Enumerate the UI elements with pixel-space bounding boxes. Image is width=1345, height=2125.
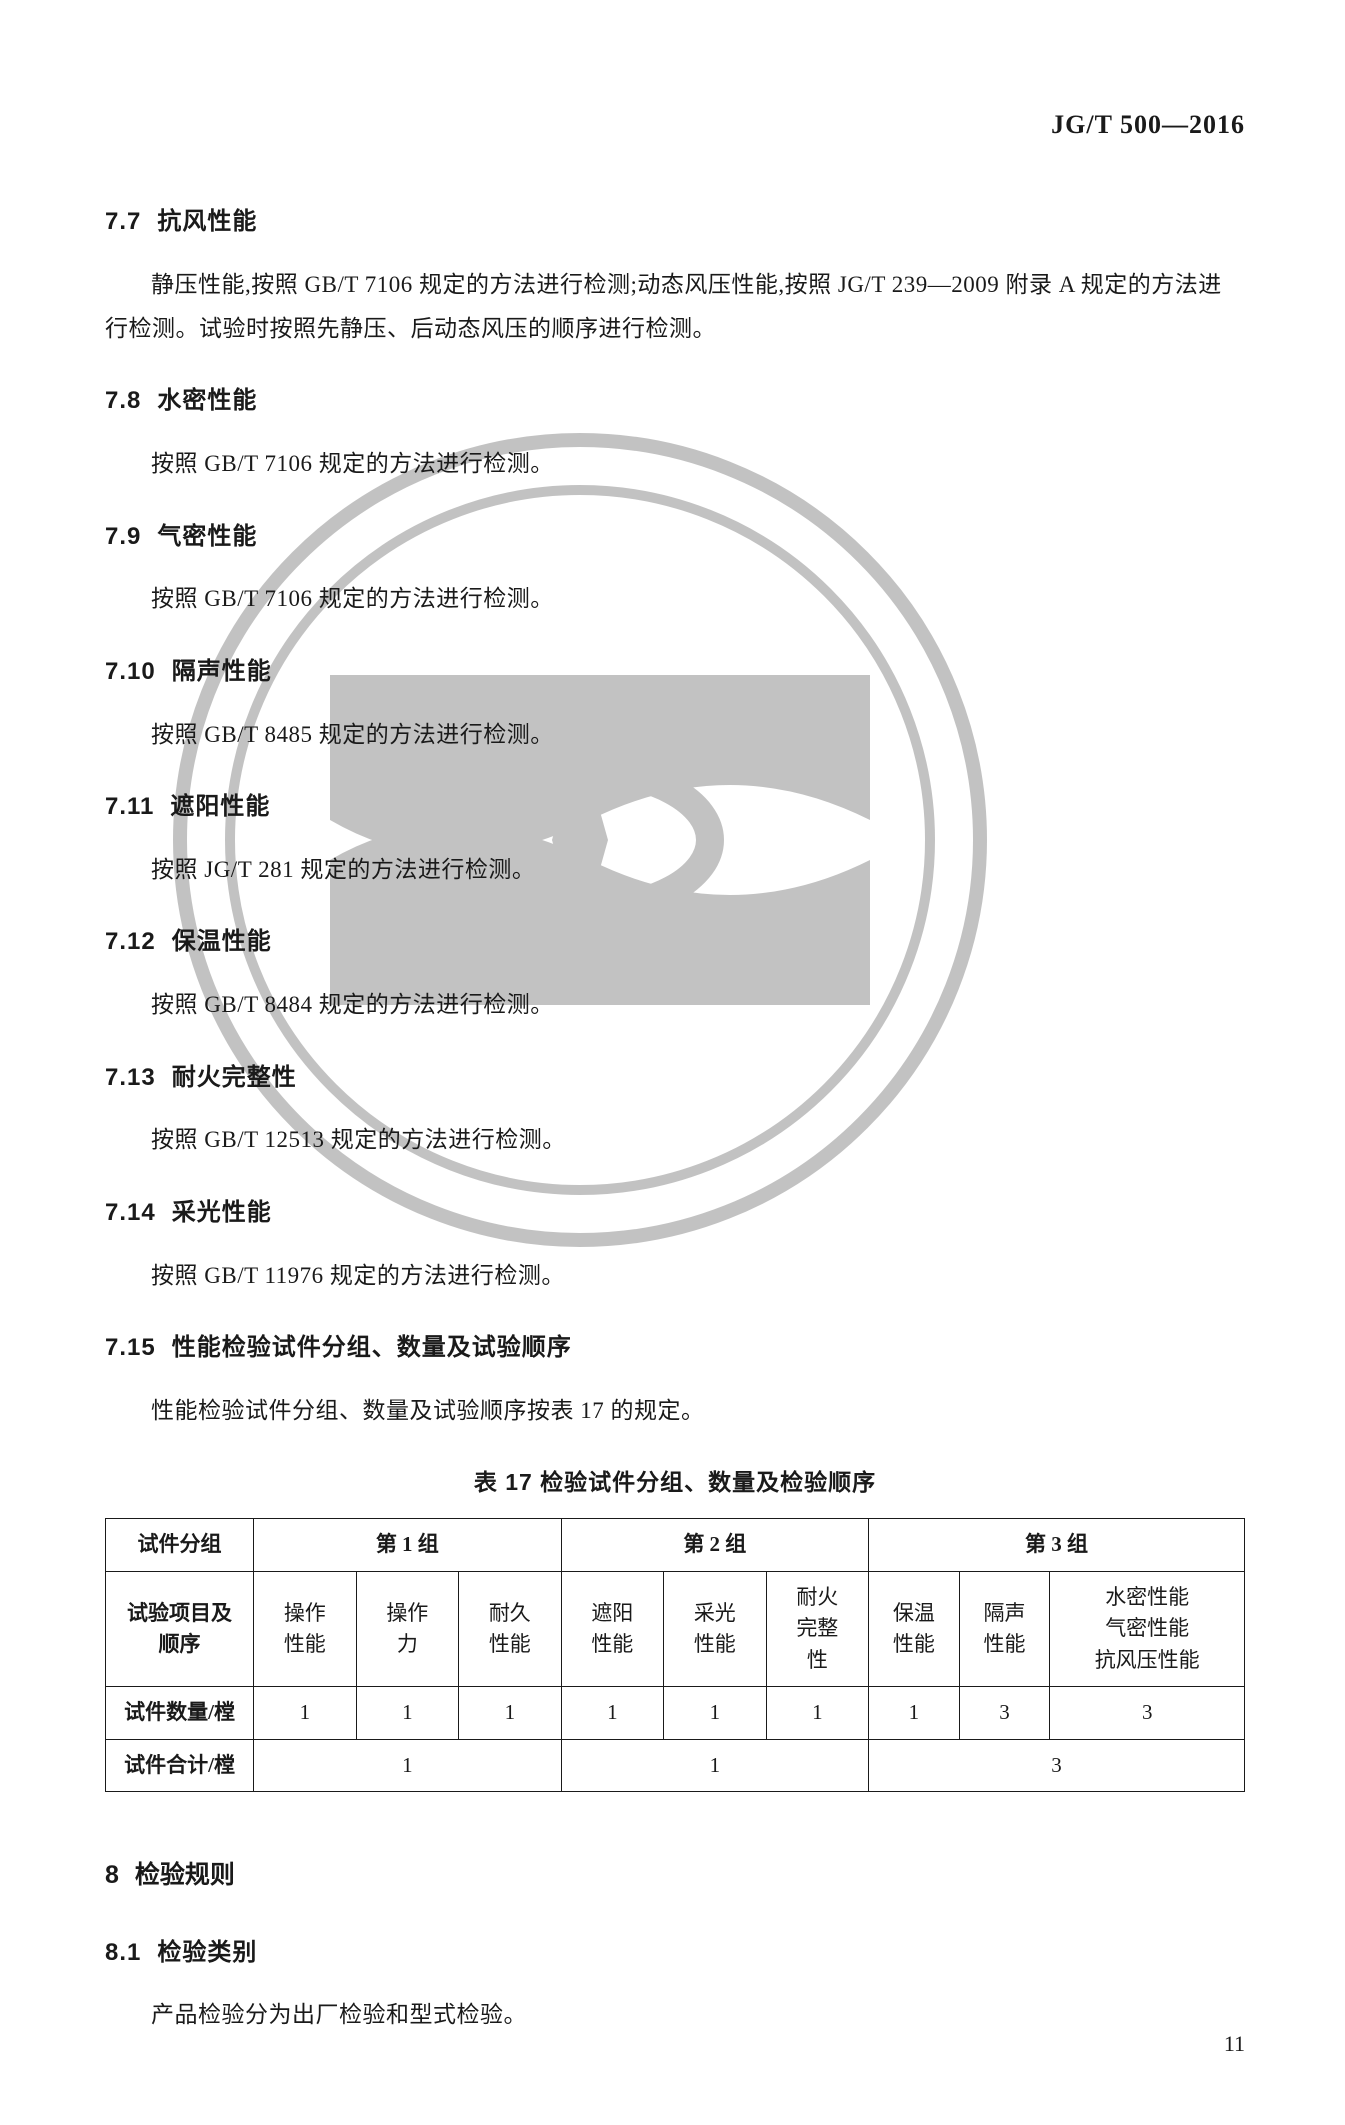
table-row: 试件数量/樘 1 1 1 1 1 1 1 3 3	[106, 1687, 1245, 1740]
section-title: 遮阳性能	[170, 793, 270, 820]
section-number: 7.12	[105, 919, 156, 965]
section-title: 隔声性能	[172, 658, 272, 685]
section-body: 按照 JG/T 281 规定的方法进行检测。	[105, 848, 1245, 892]
section-8-1: 8.1 检验类别 产品检验分为出厂检验和型式检验。	[105, 1930, 1245, 2037]
section-7-10: 7.10 隔声性能 按照 GB/T 8485 规定的方法进行检测。	[105, 649, 1245, 756]
table-header: 试件分组	[106, 1519, 254, 1572]
section-heading: 7.7 抗风性能	[105, 199, 1245, 245]
section-heading: 7.12 保温性能	[105, 919, 1245, 965]
section-title: 抗风性能	[157, 208, 257, 235]
table-caption: 表 17 检验试件分组、数量及检验顺序	[105, 1461, 1245, 1505]
section-number: 7.14	[105, 1190, 156, 1236]
table-cell: 1	[356, 1687, 459, 1740]
section-heading: 7.11 遮阳性能	[105, 784, 1245, 830]
table-cell: 1	[869, 1687, 960, 1740]
table-cell: 操作力	[356, 1571, 459, 1687]
section-heading: 7.14 采光性能	[105, 1190, 1245, 1236]
table-cell: 1	[561, 1687, 664, 1740]
section-body: 按照 GB/T 12513 规定的方法进行检测。	[105, 1118, 1245, 1162]
section-7-9: 7.9 气密性能 按照 GB/T 7106 规定的方法进行检测。	[105, 514, 1245, 621]
section-heading: 7.9 气密性能	[105, 514, 1245, 560]
table-cell: 水密性能气密性能抗风压性能	[1050, 1571, 1245, 1687]
section-title: 气密性能	[157, 523, 257, 550]
section-number: 8.1	[105, 1930, 141, 1976]
section-number: 7.7	[105, 199, 141, 245]
table-header: 第 2 组	[561, 1519, 869, 1572]
section-7-14: 7.14 采光性能 按照 GB/T 11976 规定的方法进行检测。	[105, 1190, 1245, 1297]
table-cell: 耐久性能	[459, 1571, 562, 1687]
table-cell: 1	[254, 1687, 357, 1740]
section-body: 性能检验试件分组、数量及试验顺序按表 17 的规定。	[105, 1389, 1245, 1433]
section-body: 按照 GB/T 7106 规定的方法进行检测。	[105, 577, 1245, 621]
section-number: 7.11	[105, 784, 154, 830]
section-7-11: 7.11 遮阳性能 按照 JG/T 281 规定的方法进行检测。	[105, 784, 1245, 891]
chapter-title: 检验规则	[135, 1861, 235, 1889]
section-title: 保温性能	[172, 928, 272, 955]
table-cell: 1	[664, 1687, 767, 1740]
section-heading: 8.1 检验类别	[105, 1930, 1245, 1976]
section-7-8: 7.8 水密性能 按照 GB/T 7106 规定的方法进行检测。	[105, 378, 1245, 485]
section-body: 按照 GB/T 11976 规定的方法进行检测。	[105, 1254, 1245, 1298]
table-row: 试件分组 第 1 组 第 2 组 第 3 组	[106, 1519, 1245, 1572]
table-cell: 保温性能	[869, 1571, 960, 1687]
section-body: 按照 GB/T 8485 规定的方法进行检测。	[105, 713, 1245, 757]
section-body: 按照 GB/T 8484 规定的方法进行检测。	[105, 983, 1245, 1027]
section-heading: 7.13 耐火完整性	[105, 1055, 1245, 1101]
section-body: 按照 GB/T 7106 规定的方法进行检测。	[105, 442, 1245, 486]
section-heading: 7.8 水密性能	[105, 378, 1245, 424]
section-7-13: 7.13 耐火完整性 按照 GB/T 12513 规定的方法进行检测。	[105, 1055, 1245, 1162]
section-body: 产品检验分为出厂检验和型式检验。	[105, 1993, 1245, 2037]
chapter-number: 8	[105, 1861, 119, 1889]
table-cell: 操作性能	[254, 1571, 357, 1687]
section-number: 7.15	[105, 1325, 156, 1371]
section-number: 7.10	[105, 649, 156, 695]
document-code: JG/T 500—2016	[105, 100, 1245, 149]
table-17: 试件分组 第 1 组 第 2 组 第 3 组 试验项目及顺序 操作性能 操作力 …	[105, 1518, 1245, 1792]
table-cell: 采光性能	[664, 1571, 767, 1687]
table-cell: 3	[959, 1687, 1050, 1740]
table-cell: 1	[459, 1687, 562, 1740]
section-7-15: 7.15 性能检验试件分组、数量及试验顺序 性能检验试件分组、数量及试验顺序按表 …	[105, 1325, 1245, 1432]
section-title: 耐火完整性	[172, 1064, 297, 1091]
section-number: 7.8	[105, 378, 141, 424]
table-row-label: 试件数量/樘	[106, 1687, 254, 1740]
table-cell: 3	[1050, 1687, 1245, 1740]
table-row: 试验项目及顺序 操作性能 操作力 耐久性能 遮阳性能 采光性能 耐火完整性 保温…	[106, 1571, 1245, 1687]
section-title: 水密性能	[157, 387, 257, 414]
table-cell: 遮阳性能	[561, 1571, 664, 1687]
section-body: 静压性能,按照 GB/T 7106 规定的方法进行检测;动态风压性能,按照 JG…	[105, 263, 1245, 350]
section-number: 7.9	[105, 514, 141, 560]
table-row-label: 试验项目及顺序	[106, 1571, 254, 1687]
table-header: 第 3 组	[869, 1519, 1245, 1572]
chapter-8-heading: 8 检验规则	[105, 1852, 1245, 1900]
table-row: 试件合计/樘 1 1 3	[106, 1739, 1245, 1792]
section-heading: 7.10 隔声性能	[105, 649, 1245, 695]
table-cell: 隔声性能	[959, 1571, 1050, 1687]
table-header: 第 1 组	[254, 1519, 562, 1572]
table-cell: 3	[869, 1739, 1245, 1792]
section-title: 采光性能	[172, 1199, 272, 1226]
table-row-label: 试件合计/樘	[106, 1739, 254, 1792]
section-number: 7.13	[105, 1055, 156, 1101]
section-title: 检验类别	[157, 1939, 257, 1966]
table-cell: 耐火完整性	[766, 1571, 869, 1687]
table-cell: 1	[766, 1687, 869, 1740]
table-cell: 1	[254, 1739, 562, 1792]
section-title: 性能检验试件分组、数量及试验顺序	[172, 1334, 572, 1361]
section-7-7: 7.7 抗风性能 静压性能,按照 GB/T 7106 规定的方法进行检测;动态风压…	[105, 199, 1245, 350]
section-heading: 7.15 性能检验试件分组、数量及试验顺序	[105, 1325, 1245, 1371]
section-7-12: 7.12 保温性能 按照 GB/T 8484 规定的方法进行检测。	[105, 919, 1245, 1026]
table-cell: 1	[561, 1739, 869, 1792]
